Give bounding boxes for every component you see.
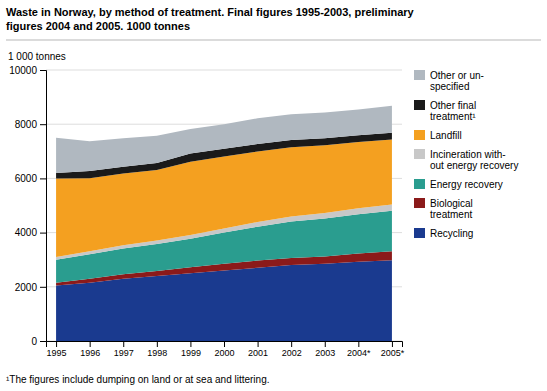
y-tick: 6000 [15,173,46,184]
y-axis-line [40,71,47,342]
x-tick-label: 1998 [147,348,167,358]
grid [46,70,402,341]
legend-swatch [414,100,425,110]
legend: Other or un-specifiedOther finaltreatmen… [414,70,518,239]
legend-label-line: out energy recovery [430,160,518,171]
y-tick: 10000 [9,65,46,76]
x-tick: 2001 [248,341,268,358]
y-tick-mark [40,287,46,288]
areas [56,106,392,341]
legend-label: Incineration with-out energy recovery [430,149,518,171]
legend-swatch [414,198,425,208]
title-rule [6,40,541,41]
legend-swatch [414,70,425,80]
x-tick: 2002 [282,341,302,358]
chart: Waste in Norway, by method of treatment.… [0,0,547,391]
x-tick-label: 1995 [47,348,67,358]
legend-label-line: Biological [430,198,473,209]
x-tick-label: 2004* [347,348,371,358]
x-tick: 1996 [80,341,100,358]
x-tick: 2003 [315,341,335,358]
x-tick: 1995 [47,341,67,358]
x-tick: 2005* [381,341,405,358]
x-tick-mark [90,341,91,347]
x-axis-line [47,342,403,348]
y-axis-label: 1 000 tonnes [8,51,66,62]
x-tick-mark [325,341,326,347]
legend-label-line: treatment¹ [430,111,476,122]
x-tick: 1997 [114,341,134,358]
legend-label-line: treatment [430,209,472,220]
x-tick-label: 2005* [381,348,405,358]
legend-swatch [414,228,425,238]
x-tick-mark [123,341,124,347]
title-line: Waste in Norway, by method of treatment.… [6,6,415,18]
legend-label-line: Landfill [430,130,462,141]
y-tick-mark [40,178,46,179]
x-tick-mark [157,341,158,347]
x-tick-mark [258,341,259,347]
x-tick: 1998 [147,341,167,358]
x-tick: 2000 [214,341,234,358]
y-tick-label: 10000 [9,65,37,76]
legend-label: Recycling [430,228,473,239]
x-tick-label: 2000 [214,348,234,358]
x-tick-mark [392,341,393,347]
x-tick: 2004* [347,341,371,358]
x-tick: 1999 [181,341,201,358]
y-tick-mark [40,341,46,342]
y-tick-label: 6000 [15,173,38,184]
title: Waste in Norway, by method of treatment.… [6,6,415,32]
y-tick-mark [40,124,46,125]
legend-label-line: Other or un- [430,70,484,81]
y-tick-label: 4000 [15,227,38,238]
plot: 0200040006000800010000199519961997199819… [9,65,404,359]
legend-label-line: Incineration with- [430,149,506,160]
legend-swatch [414,130,425,140]
y-tick: 8000 [15,119,46,130]
title-line: figures 2004 and 2005. 1000 tonnes [6,20,190,32]
y-tick-label: 2000 [15,282,38,293]
grid-line [46,70,402,71]
x-tick-mark [358,341,359,347]
y-tick-label: 8000 [15,119,38,130]
x-tick-label: 1996 [80,348,100,358]
y-tick-mark [40,70,46,71]
x-axis: 1995 1996 1997 1998 1999 2000 2001 2002 2003 2004… [47,341,405,358]
legend-label: Landfill [430,130,462,141]
y-tick: 0 [31,336,46,347]
y-tick-label: 0 [31,336,37,347]
y-tick-mark [40,233,46,234]
x-tick-mark [224,341,225,347]
legend-label: Other or un-specified [430,70,484,92]
x-tick-label: 1999 [181,348,201,358]
legend-swatch [414,179,425,189]
legend-label: Biologicaltreatment [430,198,473,220]
x-tick-label: 2003 [315,348,335,358]
legend-label-line: Recycling [430,228,473,239]
x-tick-mark [56,341,57,347]
legend-swatch [414,149,425,159]
area [56,106,392,173]
legend-label-line: specified [430,81,469,92]
y-tick: 4000 [15,227,46,238]
x-tick-label: 2002 [282,348,302,358]
x-tick-label: 2001 [248,348,268,358]
footnote: ¹The figures include dumping on land or … [6,374,270,385]
legend-label-line: Other final [430,100,476,111]
x-tick-label: 1997 [114,348,134,358]
x-tick-mark [190,341,191,347]
legend-label: Other finaltreatment¹ [430,100,476,122]
legend-label-line: Energy recovery [430,179,503,190]
x-tick-mark [291,341,292,347]
legend-label: Energy recovery [430,179,503,190]
y-tick: 2000 [15,282,46,293]
y-axis: 0 2000 4000 6000 8000 10000 [9,65,46,347]
